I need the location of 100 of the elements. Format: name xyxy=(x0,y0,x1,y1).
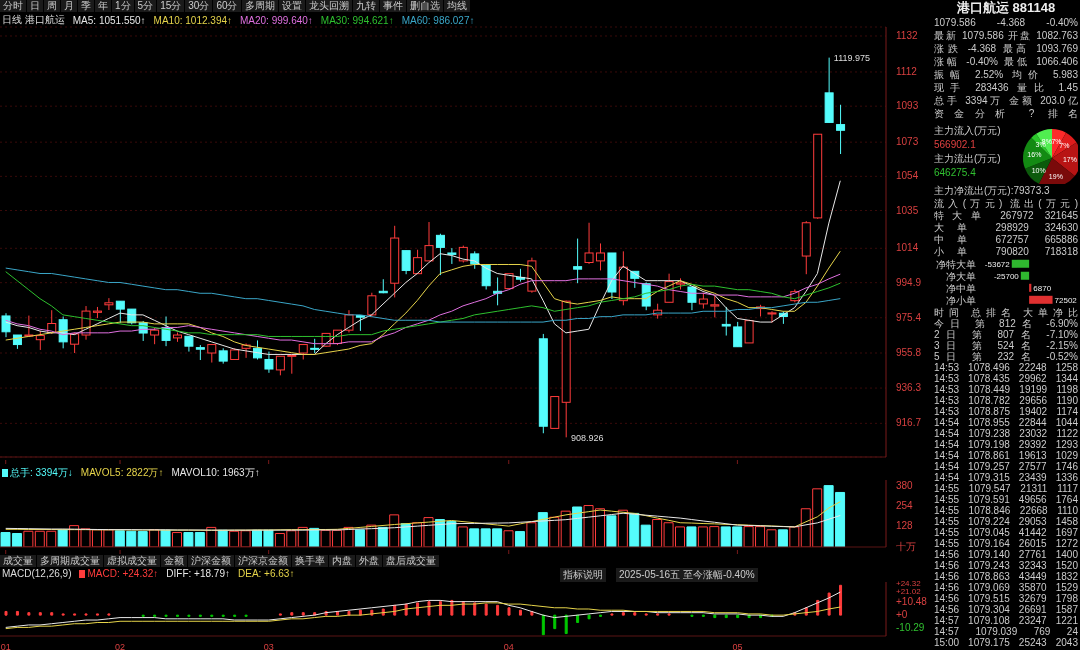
text: 5分 xyxy=(134,0,157,12)
text: 1079.586 -4.368 -0.40% xyxy=(934,16,1078,29)
text: 14:54 1079.238 23032 1122 xyxy=(934,428,1078,439)
data-label: -25700 xyxy=(993,271,1020,281)
y-tick-label: +21.02 xyxy=(896,587,922,597)
text: 14:56 1079.304 26691 1587 xyxy=(934,604,1078,615)
text: 14:57 1079.039 769 24 xyxy=(934,626,1078,637)
text: 14:55 1079.547 21311 1117 xyxy=(934,483,1078,494)
text: 15:00 1079.175 25243 2043 xyxy=(934,637,1078,648)
text: 14:55 1079.164 26015 1272 xyxy=(934,538,1078,549)
text: DIFF: +18.79↑ xyxy=(166,568,230,579)
text: 14:54 1078.861 19613 1029 xyxy=(934,450,1078,461)
text: 日 xyxy=(27,0,43,12)
text: 主力净流出(万元):79373.3 xyxy=(934,185,1050,197)
y-tick-label: +24.32 xyxy=(896,579,922,589)
text: 现手 283436 量比 1.45 xyxy=(934,81,1078,94)
y-tick-label: 1073 xyxy=(896,136,919,148)
y-tick-label: 1112 xyxy=(896,65,918,77)
text: 龙头回溯 xyxy=(305,0,352,12)
text: 月 xyxy=(61,0,77,12)
text: 最新 1079.586 开盘 1082.763 xyxy=(934,29,1078,42)
text: 港口航运 881148 xyxy=(955,0,1057,16)
text: 周 xyxy=(44,0,60,12)
chart-title: 日线 港口航运 xyxy=(2,13,65,27)
text: 外盘 xyxy=(356,555,382,567)
y-tick-label: 净小单 xyxy=(946,294,976,306)
text: 14:53 1078.435 29962 1344 xyxy=(934,373,1078,384)
text: 设置 xyxy=(278,0,305,12)
text: 换手率 xyxy=(292,555,328,567)
text: MA5: 1051.550↑ xyxy=(72,13,146,27)
text: 振幅 2.52% 均价 5.983 xyxy=(934,68,1078,81)
text: 2025-05-16五 至今涨幅-0.40% xyxy=(616,568,758,582)
data-label: -53672 xyxy=(984,259,1011,269)
text: 季 xyxy=(78,0,94,12)
text: 均线 xyxy=(443,0,470,12)
text: 成交量 xyxy=(0,555,36,567)
text: MA10: 1012.394↑ xyxy=(153,13,232,27)
text: DEA: +6.63↑ xyxy=(237,568,295,579)
text: 流入(万元) 流出(万元) xyxy=(934,198,1078,210)
text: 沪深金额 xyxy=(188,555,234,567)
y-tick-label: 975.4 xyxy=(896,311,922,323)
text: 14:56 1079.515 32679 1798 xyxy=(934,593,1078,604)
y-tick-label: 净大单 xyxy=(946,270,976,282)
y-tick-label: 380 xyxy=(896,479,914,491)
text: 中单 672757 665886 xyxy=(934,234,1078,246)
text: 九转 xyxy=(352,0,379,12)
y-tick-label: 1054 xyxy=(896,170,919,182)
text: 事件 xyxy=(379,0,406,12)
text: 总手 3394万 金额 203.0亿 xyxy=(934,94,1078,107)
y-tick-label: 128 xyxy=(896,520,914,532)
y-tick-label: 936.3 xyxy=(896,382,922,394)
text: 14:56 1079.243 32343 1520 xyxy=(934,560,1078,571)
text: MA20: 999.640↑ xyxy=(240,13,313,27)
text: 566902.1 xyxy=(934,138,977,152)
text: 15分 xyxy=(157,0,185,12)
text: 5日 第 232名 -0.52% xyxy=(934,351,1078,362)
text: MAVOL5: 2822万↑ xyxy=(80,466,164,480)
text: 14:55 1079.591 49656 1764 xyxy=(934,494,1078,505)
y-tick-label: 1132 xyxy=(896,30,918,41)
y-tick-label: -10.29 xyxy=(896,621,925,633)
text: 14:57 1079.108 23247 1221 xyxy=(934,615,1078,626)
text: 主力流出(万元) xyxy=(934,152,1002,166)
legend-label: 总手: 3394万↓ xyxy=(9,466,73,480)
text: 资金分析 ? 排名 xyxy=(934,107,1078,120)
x-tick-label: 01 xyxy=(0,642,11,650)
text: MAVOL10: 1963万↑ xyxy=(171,466,260,480)
text: 多周期 xyxy=(241,0,278,12)
y-tick-label: 994.9 xyxy=(896,276,922,288)
text: 内盘 xyxy=(329,555,355,567)
data-label: 6870 xyxy=(1033,283,1052,293)
annotation: 1119.975 xyxy=(833,52,871,63)
text: 指标说明 xyxy=(560,568,606,582)
data-label: 72502 xyxy=(1054,295,1078,305)
text: 金额 xyxy=(161,555,187,567)
y-tick-label: 十万 xyxy=(896,541,916,552)
annotation: 908.926 xyxy=(570,432,604,443)
text: 删自选 xyxy=(406,0,443,12)
text: 今日 第 812名 -6.90% xyxy=(934,318,1078,329)
y-tick-label: 955.8 xyxy=(896,347,922,359)
text: 14:53 1078.875 19402 1174 xyxy=(934,406,1078,417)
text: 1分 xyxy=(112,0,134,12)
text: 年 xyxy=(95,0,111,12)
text: 3日 第 524名 -2.15% xyxy=(934,340,1078,351)
text: 14:53 1078.449 19199 1198 xyxy=(934,384,1078,395)
text: 大单 298929 324630 xyxy=(934,222,1078,234)
text: 30分 xyxy=(185,0,213,12)
text: 2日 第 807名 -7.10% xyxy=(934,329,1078,340)
text: 14:53 1078.496 22248 1258 xyxy=(934,362,1078,373)
text: 14:53 1078.782 29656 1190 xyxy=(934,395,1078,406)
text: 14:55 1079.045 41442 1697 xyxy=(934,527,1078,538)
text: 特大单 267972 321645 xyxy=(934,210,1078,222)
text: MA30: 994.621↑ xyxy=(320,13,394,27)
y-tick-label: 916.7 xyxy=(896,417,922,429)
y-tick-label: 254 xyxy=(896,500,914,512)
text: 时间 总排名 大单净比 xyxy=(934,307,1078,318)
chart-title: MACD(12,26,9) xyxy=(2,568,72,579)
x-tick-label: 05 xyxy=(732,642,743,650)
text: 分时 xyxy=(0,0,26,12)
text: 盘后成交量 xyxy=(383,555,439,567)
y-tick-label: +0 xyxy=(896,609,908,621)
